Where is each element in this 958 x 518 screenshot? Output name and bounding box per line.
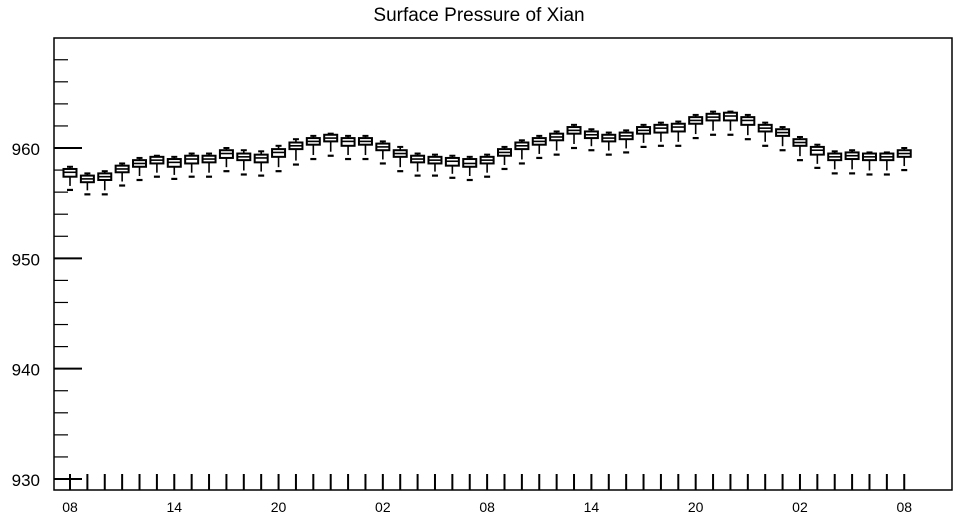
box-plot <box>340 134 356 161</box>
box-plot <box>479 153 495 178</box>
x-tick-label: 08 <box>62 499 78 515</box>
box-plot <box>618 129 634 154</box>
x-tick-label: 20 <box>271 499 287 515</box>
box-plot <box>757 121 773 147</box>
box-plot <box>531 134 547 160</box>
box-plot <box>392 145 408 173</box>
box-plot <box>792 135 808 162</box>
x-tick-label: 20 <box>688 499 704 515</box>
box-plot <box>218 147 234 173</box>
box-plot <box>896 147 912 172</box>
box-plot <box>166 155 182 181</box>
box-plot <box>305 134 321 161</box>
box-plot <box>722 110 738 136</box>
box-plot <box>670 120 686 147</box>
box-plot <box>444 154 460 179</box>
box-plot <box>410 152 426 177</box>
box-plot <box>549 130 565 156</box>
box-plot <box>149 154 165 178</box>
plot-frame <box>53 37 953 491</box>
x-axis: 08 14 20 02 08 14 20 02 08 <box>62 474 912 515</box>
box-plot <box>201 152 217 178</box>
x-tick-label: 02 <box>792 499 808 515</box>
box-plot <box>653 121 669 147</box>
box-plot <box>132 156 148 182</box>
box-plot <box>323 132 339 157</box>
box-plot <box>288 138 304 166</box>
x-tick-label: 14 <box>166 499 182 515</box>
x-tick-label: 02 <box>375 499 391 515</box>
box-plot <box>514 139 530 165</box>
x-tick-label: 14 <box>584 499 600 515</box>
y-tick-label: 940 <box>12 361 40 380</box>
box-plot <box>114 162 130 187</box>
box-plot <box>688 113 704 140</box>
box-plot <box>462 155 478 182</box>
box-plot <box>566 123 582 150</box>
box-plot <box>809 143 825 169</box>
box-plot <box>827 150 843 175</box>
box-plot <box>775 126 791 152</box>
x-tick-label: 08 <box>479 499 495 515</box>
box-plot <box>236 149 252 176</box>
box-plot <box>879 151 895 176</box>
box-plot <box>253 150 269 177</box>
box-plot <box>79 172 95 196</box>
box-plot <box>271 144 287 173</box>
y-tick-label: 930 <box>12 471 40 490</box>
box-plot <box>497 145 512 171</box>
box-plot <box>427 153 443 177</box>
box-plot <box>357 134 373 161</box>
box-plot <box>583 128 599 152</box>
y-axis: 930 940 950 960 <box>12 59 82 490</box>
box-plot <box>705 110 721 136</box>
y-tick-label: 960 <box>12 140 40 159</box>
box-plot <box>844 149 860 175</box>
box-plot <box>601 131 617 156</box>
box-series <box>62 110 912 196</box>
y-tick-label: 950 <box>12 250 40 269</box>
box-plot <box>97 170 113 196</box>
box-plot <box>861 151 877 176</box>
chart-title: Surface Pressure of Xian <box>373 5 585 26</box>
box-plot <box>375 140 391 165</box>
x-tick-label: 08 <box>896 499 912 515</box>
box-plot <box>184 152 200 178</box>
box-plot <box>62 165 78 192</box>
box-plot <box>636 123 652 149</box>
box-plot <box>740 113 756 141</box>
